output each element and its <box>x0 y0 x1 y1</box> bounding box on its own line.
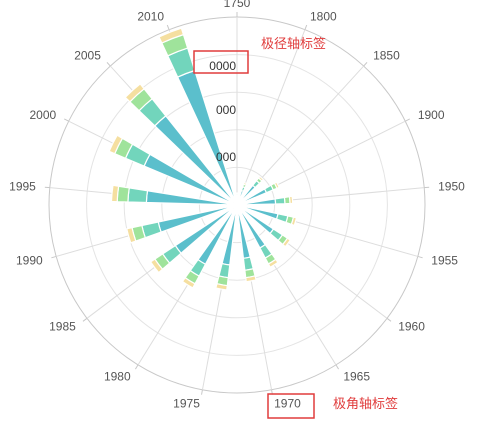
bar-segment <box>158 27 185 44</box>
bar-segment <box>245 275 257 283</box>
angle-axis-label: 1950 <box>438 179 465 193</box>
polar-bars <box>108 27 298 291</box>
angle-tick <box>405 118 410 122</box>
angle-axis-label: 1985 <box>49 320 76 334</box>
angle-axis-label: 1965 <box>343 370 370 384</box>
angle-tick <box>417 255 423 259</box>
angle-label-highlight-box <box>267 393 315 419</box>
angle-axis-annotation: 极角轴标签 <box>333 396 398 411</box>
angle-axis-label: 1800 <box>310 10 337 24</box>
angle-tick <box>134 364 139 370</box>
bar-segment <box>274 196 286 205</box>
bar-segment <box>126 226 137 244</box>
radius-axis-label: 0000 <box>209 59 236 73</box>
bar-segment <box>176 69 238 206</box>
bar-segment <box>267 258 279 269</box>
radius-axis-label: 000 <box>216 103 236 117</box>
angle-tick <box>51 255 57 259</box>
bar-segment <box>281 237 292 248</box>
bar-segment <box>181 276 196 289</box>
angle-axis-label: 1980 <box>104 370 131 384</box>
angle-tick <box>304 24 308 30</box>
angle-axis-label: 2005 <box>74 49 101 63</box>
bar-segment <box>124 83 145 103</box>
bar-segment <box>235 192 239 195</box>
angle-tick <box>106 62 111 67</box>
bar-segment <box>149 258 164 274</box>
bar-segment <box>242 181 248 187</box>
grid-spoke <box>236 29 306 206</box>
angle-axis-label: 1970 <box>274 397 301 411</box>
angle-axis-label: 1850 <box>373 49 400 63</box>
bar-segment <box>242 256 254 271</box>
bar-segment <box>218 262 231 279</box>
angle-axis-label: 2000 <box>29 108 56 122</box>
angle-axis-label: 1900 <box>418 108 445 122</box>
angle-axis-label: 1995 <box>9 179 36 193</box>
angle-axis-label: 1990 <box>16 253 43 267</box>
bar-segment <box>290 216 298 227</box>
angle-tick <box>64 118 69 122</box>
bar-segment <box>127 187 149 204</box>
angle-tick <box>363 62 368 67</box>
annotation-layer: 极径轴标签 极角轴标签 <box>193 36 398 419</box>
bar-segment <box>108 134 124 155</box>
angle-axis-label: 1960 <box>398 320 425 334</box>
bar-segment <box>288 195 294 205</box>
angle-axis-label: 2010 <box>137 10 164 24</box>
bar-segment <box>257 175 265 182</box>
angle-axis-labels: 1750 1800 1850 1900 1950 1955 1960 1965 1970 1975… <box>9 0 465 411</box>
radius-label-highlight-box <box>193 50 249 74</box>
angle-tick <box>386 317 392 322</box>
angle-axis-label: 1975 <box>173 397 200 411</box>
angle-tick <box>335 364 340 370</box>
radius-axis-annotation: 极径轴标签 <box>261 36 326 51</box>
bar-segment <box>273 181 280 190</box>
angle-tick <box>82 317 88 322</box>
radius-axis-label: 000 <box>216 150 236 164</box>
bar-segment <box>215 282 228 291</box>
angle-axis-label: 1955 <box>431 253 458 267</box>
angle-axis-label: 1750 <box>224 0 251 10</box>
bar-segment <box>116 185 130 203</box>
angle-tick <box>201 389 203 395</box>
angle-tick <box>166 24 170 30</box>
bar-segment <box>110 184 120 203</box>
